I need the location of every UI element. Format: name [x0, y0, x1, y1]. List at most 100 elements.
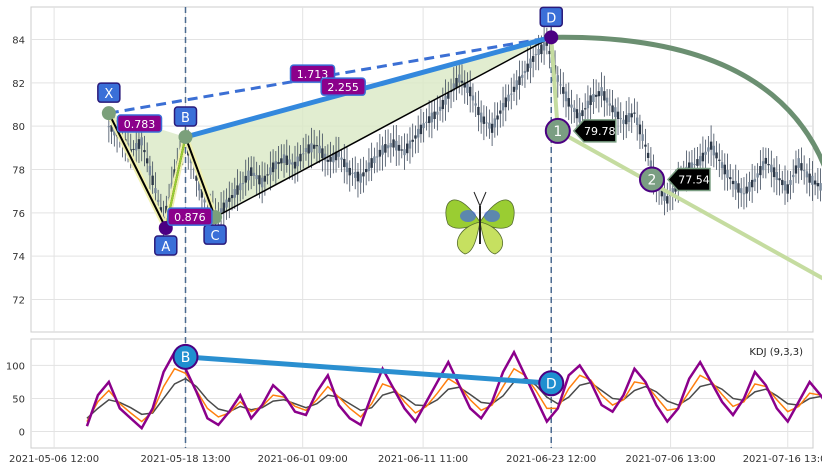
candle-body: [386, 145, 390, 149]
candle-body: [167, 197, 171, 199]
ratio-label: 1.713: [297, 68, 329, 81]
candle-body: [748, 181, 751, 192]
candle-body: [813, 180, 817, 185]
candle-body: [753, 178, 757, 182]
candle-body: [351, 172, 354, 174]
kdj-y-tick-label: 100: [6, 361, 25, 372]
candle-body: [811, 175, 814, 185]
candle-body: [408, 140, 412, 149]
candle-body: [529, 58, 532, 69]
butterfly-spot-left: [460, 210, 476, 222]
pattern-label-box: [173, 106, 198, 127]
candle-body: [816, 183, 820, 187]
candle-body: [151, 175, 154, 186]
pattern-label-box: [203, 224, 227, 245]
candle-body: [523, 70, 527, 74]
candle-body: [622, 119, 625, 124]
candle-body: [233, 189, 236, 198]
candle-body: [444, 95, 447, 105]
x-tick-label: 2021-07-06 13:00: [626, 454, 716, 465]
candle-body: [348, 167, 351, 176]
candle-body: [192, 168, 195, 170]
candle-body: [392, 139, 395, 148]
candle-body: [759, 166, 762, 176]
candle-body: [542, 42, 546, 51]
candle-body: [438, 106, 442, 111]
pattern-bd-line: [184, 34, 552, 140]
candle-body: [625, 115, 628, 125]
candle-body: [414, 135, 417, 139]
candle-body: [419, 124, 423, 135]
candle-body: [688, 162, 691, 173]
candle-body: [482, 116, 486, 124]
candle-body: [745, 186, 748, 194]
candle-body: [389, 143, 393, 148]
candle-body: [740, 188, 743, 194]
kdj-divergence-marker: [172, 343, 199, 370]
candle-body: [452, 83, 455, 91]
candle-body: [575, 109, 579, 119]
candle-body: [433, 111, 436, 120]
price-y-tick-label: 78: [12, 166, 25, 177]
candle-body: [641, 134, 644, 141]
candle-body: [534, 54, 538, 56]
candle-body: [540, 44, 543, 55]
candle-body: [332, 152, 335, 163]
x-tick-label: 2021-05-18 13:00: [140, 454, 230, 465]
candle-body: [441, 99, 445, 110]
candle-body: [326, 159, 330, 162]
candle-body: [375, 156, 379, 158]
candle-body: [792, 174, 795, 178]
candle-body: [805, 171, 809, 178]
candle-body: [222, 202, 226, 213]
candle-body: [556, 75, 559, 82]
butterfly-spot-right: [484, 210, 500, 222]
candle-body: [693, 164, 696, 166]
target-value-label: 77.54: [678, 173, 710, 186]
candle-body: [345, 162, 349, 173]
candle-body: [460, 80, 464, 83]
candle-body: [490, 123, 494, 133]
candle-body: [354, 171, 357, 178]
candle-body: [578, 112, 581, 123]
candle-body: [137, 139, 141, 149]
pattern-point-label: B: [181, 111, 190, 126]
candle-body: [562, 87, 565, 94]
kdj-divergence-label: B: [181, 350, 191, 366]
candle-body: [756, 173, 759, 178]
candle-body: [504, 97, 507, 108]
candle-body: [704, 151, 707, 155]
candle-body: [156, 199, 160, 202]
candle-body: [819, 183, 822, 191]
target-value-box: [572, 119, 617, 143]
candle-body: [570, 104, 573, 108]
candle-body: [252, 172, 256, 176]
kdj-y-tick-label: 0: [19, 427, 25, 438]
candle-body: [499, 110, 502, 114]
candle-body: [165, 205, 168, 214]
candle-body: [797, 158, 800, 168]
candle-body: [770, 164, 773, 173]
candle-body: [775, 172, 778, 180]
candle-body: [282, 154, 286, 163]
candle-body: [515, 80, 518, 90]
candle-body: [701, 152, 705, 162]
candle-body: [709, 141, 713, 150]
pattern-point-label: A: [161, 240, 170, 255]
candle-body: [474, 103, 477, 106]
candle-body: [696, 159, 699, 166]
candle-body: [501, 102, 505, 111]
candle-body: [359, 173, 362, 183]
candle-body: [666, 196, 669, 204]
candle-body: [663, 191, 666, 201]
candle-body: [564, 91, 568, 102]
candle-body: [594, 94, 598, 97]
target-circle: [544, 117, 571, 144]
candle-body: [291, 162, 294, 165]
candle-body: [718, 159, 721, 161]
price-y-tick-label: 82: [12, 79, 25, 90]
candle-body: [616, 111, 620, 120]
target-arc: [551, 34, 822, 167]
